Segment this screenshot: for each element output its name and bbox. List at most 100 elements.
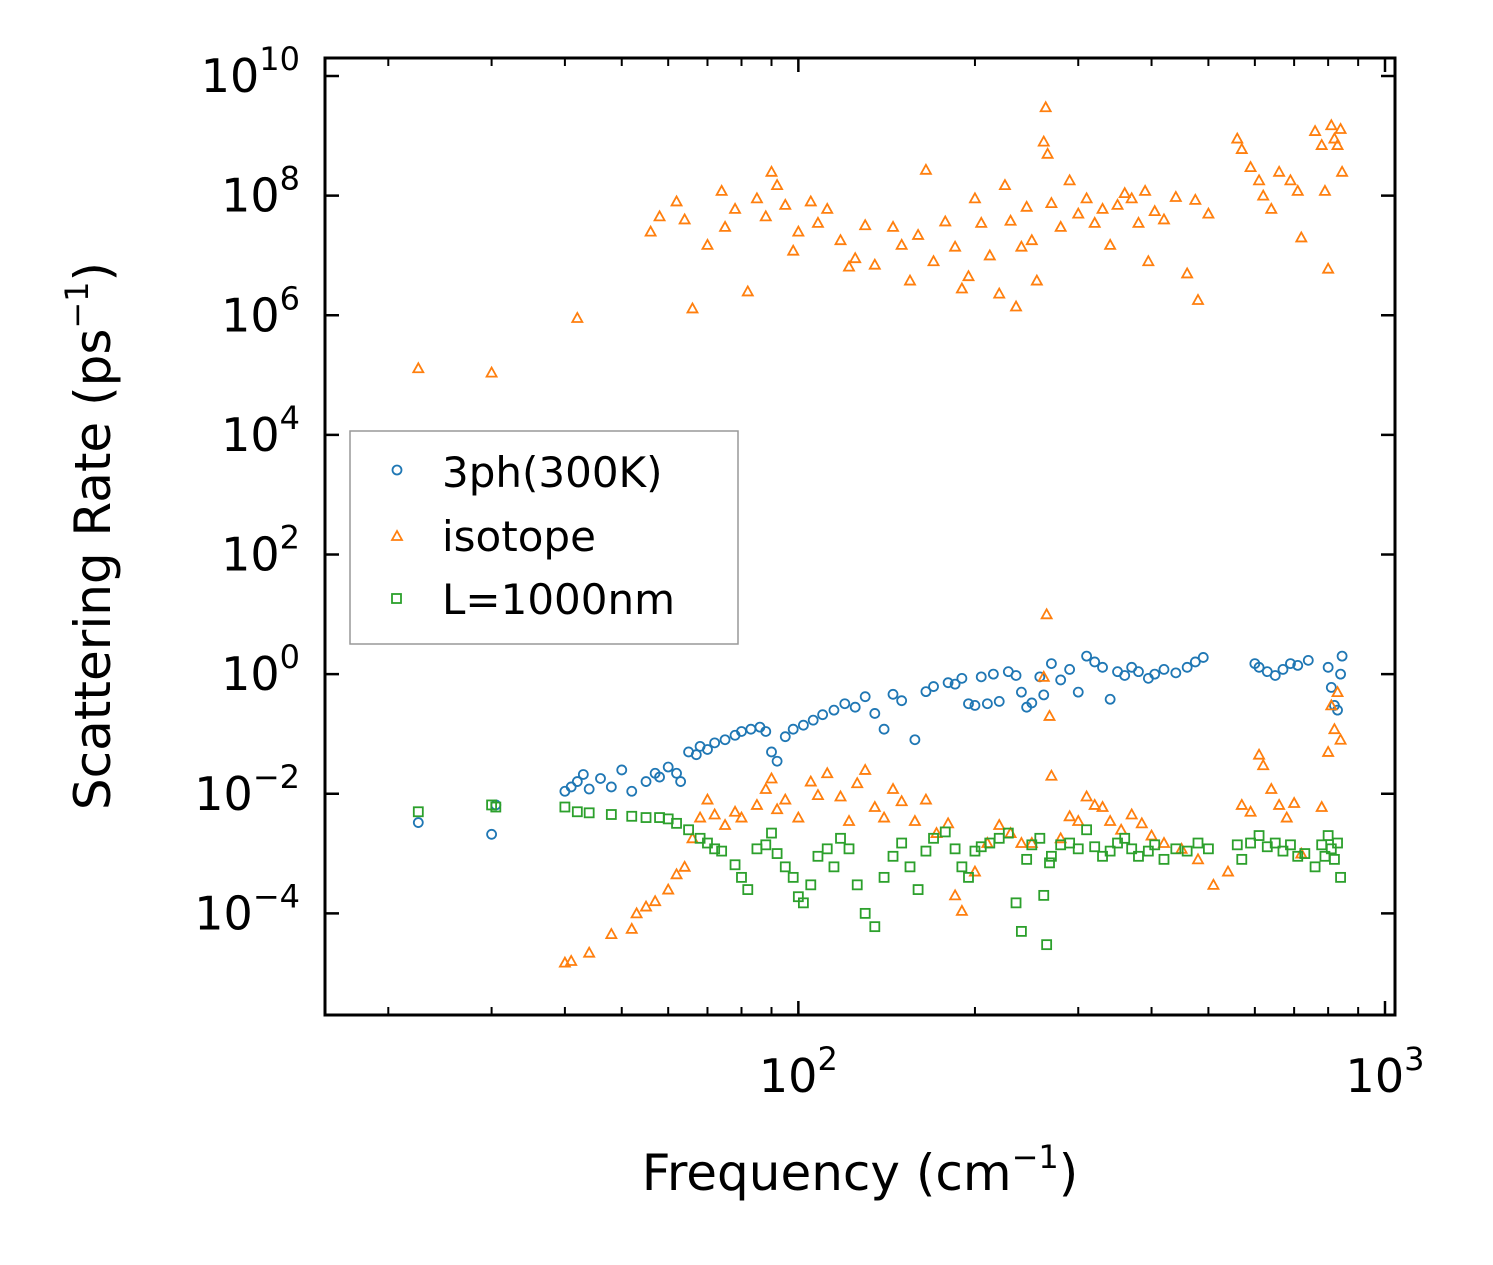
data-point <box>786 243 800 256</box>
data-point <box>1025 233 1039 246</box>
data-point <box>1039 100 1053 113</box>
data-point <box>1041 939 1053 951</box>
data-point <box>949 678 961 690</box>
data-point <box>1197 652 1209 663</box>
legend-label-l1000: L=1000nm <box>442 575 675 624</box>
data-point <box>708 807 722 820</box>
data-point <box>700 238 715 250</box>
data-point <box>1135 816 1149 829</box>
data-point <box>565 781 577 793</box>
data-point <box>820 202 834 214</box>
data-point <box>887 850 899 862</box>
y-tick-label: 10−4 <box>194 877 300 940</box>
data-point <box>1118 186 1132 199</box>
data-point <box>1244 804 1258 817</box>
data-point <box>728 202 742 214</box>
data-point <box>903 273 917 286</box>
data-point <box>909 734 921 746</box>
legend-label-3ph: 3ph(300K) <box>442 448 662 497</box>
data-point <box>805 879 817 891</box>
data-point <box>675 776 687 787</box>
data-point <box>842 814 856 826</box>
data-point <box>1285 658 1296 669</box>
data-point <box>942 677 954 689</box>
data-point <box>993 696 1005 707</box>
data-point <box>1332 837 1343 849</box>
data-point <box>919 792 933 805</box>
data-point <box>1230 131 1244 144</box>
data-point <box>1322 661 1334 673</box>
data-point <box>1014 836 1028 848</box>
data-point <box>886 782 900 794</box>
series-0 <box>412 650 1348 840</box>
data-point <box>843 843 855 855</box>
data-point <box>1037 670 1051 682</box>
data-point <box>859 907 871 919</box>
ticks-layer: 102 103 10−4 10−2 100 102 104 106 108 1010 <box>194 40 1424 1103</box>
data-point <box>639 899 653 912</box>
data-point <box>1283 173 1297 186</box>
data-point <box>778 198 792 210</box>
data-point <box>1203 843 1214 855</box>
data-point <box>955 281 969 294</box>
data-point <box>1325 843 1337 855</box>
data-point <box>807 714 819 726</box>
data-point <box>759 782 773 794</box>
data-point <box>1170 843 1182 855</box>
data-point <box>1080 789 1094 802</box>
data-point <box>1110 198 1125 210</box>
data-point <box>1336 650 1348 662</box>
data-point <box>604 927 618 940</box>
series-layer <box>411 100 1349 968</box>
x-tick-label: 103 <box>1346 1040 1425 1103</box>
data-point <box>1125 191 1139 204</box>
data-point <box>1015 686 1027 698</box>
data-point <box>969 700 981 711</box>
data-point <box>1335 668 1346 680</box>
legend-marker-isotope <box>390 529 404 541</box>
data-point <box>998 178 1012 190</box>
data-point <box>764 164 779 177</box>
data-point <box>1034 832 1046 844</box>
data-point <box>1125 807 1139 820</box>
data-point <box>1089 841 1101 853</box>
data-point <box>766 827 777 839</box>
data-point <box>1206 877 1220 890</box>
data-point <box>878 871 890 883</box>
data-point <box>821 843 833 855</box>
data-point <box>1334 122 1348 134</box>
data-point <box>839 698 851 710</box>
data-point <box>868 800 882 812</box>
y-tick-label: 10−2 <box>194 758 300 821</box>
data-point <box>955 904 969 916</box>
data-point <box>760 839 772 851</box>
data-point <box>709 737 721 749</box>
data-point <box>1264 782 1278 794</box>
data-point <box>1191 293 1205 305</box>
data-point <box>1175 841 1189 854</box>
data-point <box>1063 173 1077 186</box>
data-point <box>1119 670 1131 681</box>
data-point <box>817 709 829 721</box>
data-point <box>1158 853 1170 865</box>
data-point <box>683 824 694 836</box>
data-point <box>968 864 982 877</box>
data-point <box>741 284 755 297</box>
data-point <box>851 879 863 891</box>
x-tick-label: 102 <box>759 1040 838 1103</box>
data-point <box>1041 146 1055 159</box>
data-point <box>1157 836 1171 848</box>
data-point <box>1149 668 1161 680</box>
legend-box <box>349 430 739 645</box>
data-point <box>1133 666 1144 678</box>
data-point <box>1158 663 1170 675</box>
data-point <box>779 861 791 873</box>
data-point <box>1269 837 1281 849</box>
data-point <box>1015 925 1027 937</box>
data-point <box>791 810 805 823</box>
data-point <box>938 214 952 227</box>
data-point <box>670 194 684 207</box>
data-point <box>742 884 754 895</box>
data-point <box>1330 685 1345 698</box>
data-point <box>869 921 881 933</box>
